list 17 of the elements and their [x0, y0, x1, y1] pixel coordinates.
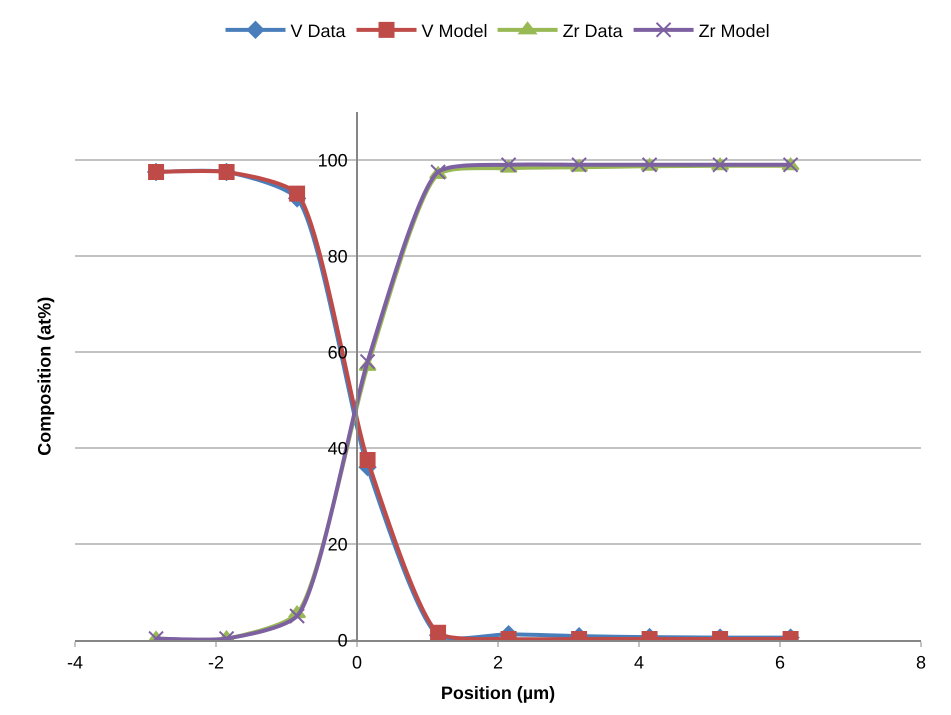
- legend-label: Zr Data: [562, 20, 624, 41]
- y-axis-title: Composition (at%): [34, 296, 55, 456]
- y-tick-label: 100: [318, 150, 348, 170]
- y-tick-label: 80: [328, 246, 348, 266]
- legend-label: V Model: [422, 20, 488, 41]
- x-tick-label: 0: [352, 652, 362, 672]
- x-tick-label: -4: [66, 652, 84, 672]
- x-tick-label: -2: [208, 652, 224, 672]
- legend-label: Zr Model: [698, 20, 770, 41]
- x-axis-title: Position (µm): [440, 682, 556, 703]
- x-tick-label: 6: [774, 652, 786, 672]
- legend-label: V Data: [290, 20, 347, 41]
- x-tick-label: 2: [492, 652, 504, 672]
- y-tick-label: 0: [338, 630, 348, 650]
- y-tick-label: 20: [328, 534, 348, 554]
- x-tick-label: 8: [916, 652, 926, 672]
- x-tick-label: 4: [634, 652, 644, 672]
